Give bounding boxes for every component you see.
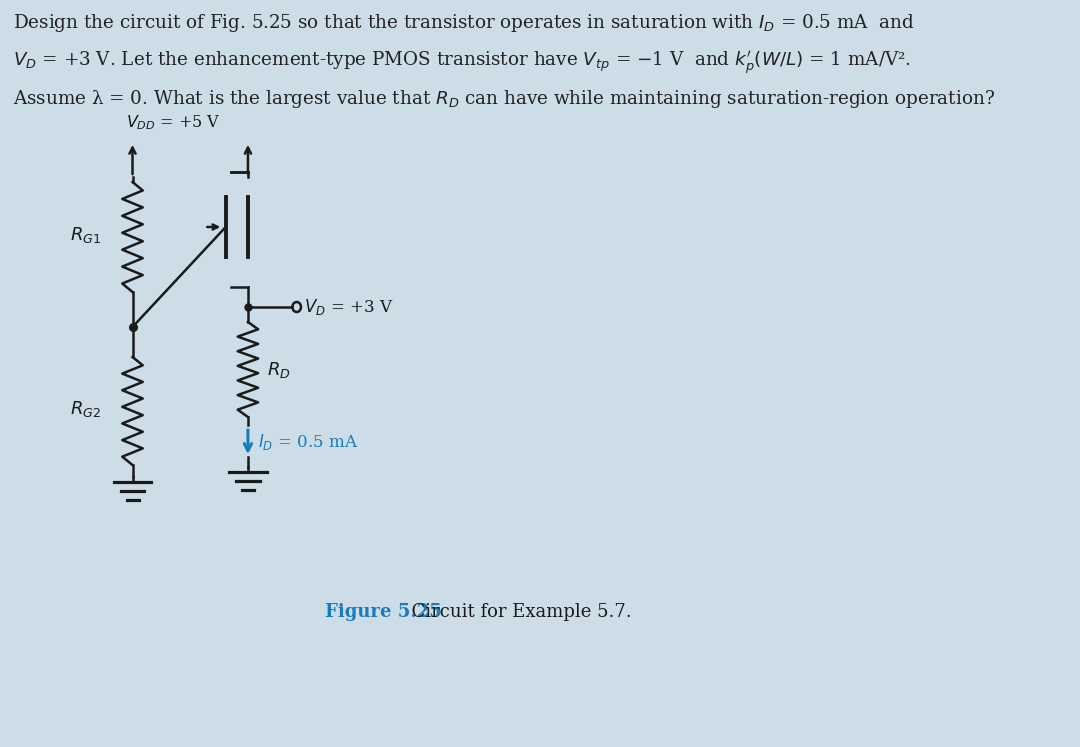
Text: $R_{G2}$: $R_{G2}$ <box>70 399 102 419</box>
Text: Design the circuit of Fig. 5.25 so that the transistor operates in saturation wi: Design the circuit of Fig. 5.25 so that … <box>13 12 915 34</box>
Text: $V_D$ = +3 V. Let the enhancement-type PMOS transistor have $V_{tp}$ = −1 V  and: $V_D$ = +3 V. Let the enhancement-type P… <box>13 50 910 77</box>
Text: Assume λ = 0. What is the largest value that $R_D$ can have while maintaining sa: Assume λ = 0. What is the largest value … <box>13 88 995 110</box>
Text: $V_{DD}$ = +5 V: $V_{DD}$ = +5 V <box>125 114 220 132</box>
Text: Circuit for Example 5.7.: Circuit for Example 5.7. <box>400 603 632 621</box>
Text: $I_D$ = 0.5 mA: $I_D$ = 0.5 mA <box>258 432 359 452</box>
Text: Figure 5.25: Figure 5.25 <box>325 603 442 621</box>
Text: $R_{G1}$: $R_{G1}$ <box>70 225 102 245</box>
Text: $R_D$: $R_D$ <box>267 359 291 379</box>
Text: $V_D$ = +3 V: $V_D$ = +3 V <box>303 297 393 317</box>
